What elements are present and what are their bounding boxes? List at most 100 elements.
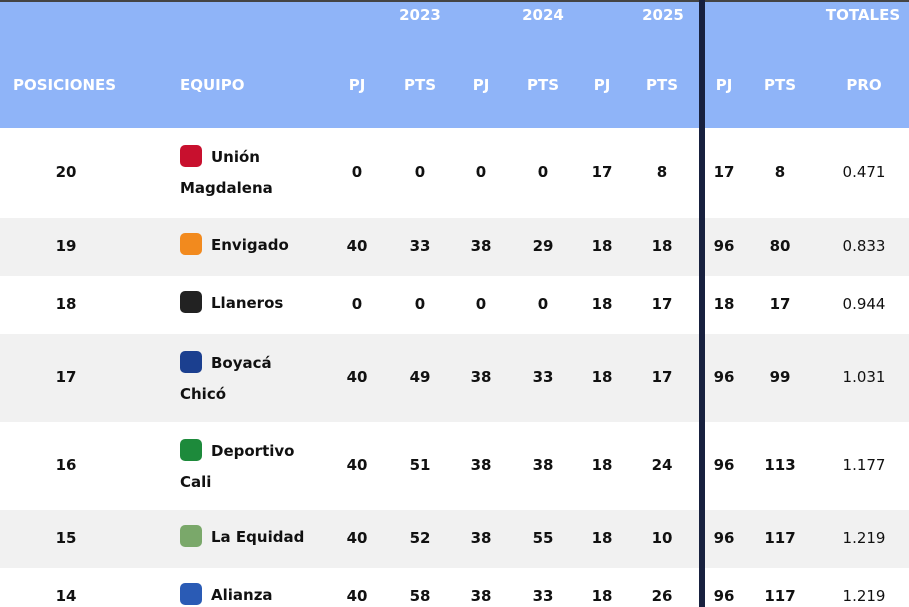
top-border [0,0,909,2]
stat-value: 0.471 [842,163,886,181]
stat-value: 17 [769,295,791,313]
stat-value: 96 [713,456,735,474]
stat-value: 17 [591,163,613,181]
stat-value: 24 [651,456,673,474]
year-label: 2024 [522,6,564,24]
column-header: PJ [472,76,490,94]
stat-value: 18 [591,587,613,605]
stat-value: 58 [409,587,431,605]
team-cell: La Equidad [180,522,312,553]
stat-value: 18 [713,295,735,313]
team-cell: Boyacá Chicó [180,348,312,410]
stat-value: 55 [532,529,554,547]
stat-value: 38 [470,529,492,547]
column-header: PJ [715,76,733,94]
stat-value: 18 [591,456,613,474]
row-bg [0,334,909,422]
team-cell: Envigado [180,230,312,261]
stat-value: 18 [591,529,613,547]
stat-value: 38 [470,587,492,605]
stat-value: 8 [774,163,786,181]
stat-value: 10 [651,529,673,547]
stat-value: 113 [764,456,796,474]
year-label: 2025 [642,6,684,24]
row-bg [0,276,909,334]
row-bg [0,510,909,568]
stat-value: 80 [769,237,791,255]
stat-value: 18 [591,295,613,313]
stat-value: 0.833 [842,237,886,255]
stat-value: 117 [764,529,796,547]
team-name: La Equidad [211,528,305,546]
stat-value: 38 [532,456,554,474]
stat-value: 99 [769,368,791,386]
stat-value: 8 [656,163,668,181]
row-bg [0,568,909,607]
column-header: PTS [763,76,797,94]
stat-value: 0 [475,163,487,181]
stat-value: 17 [651,295,673,313]
stat-value: 18 [591,368,613,386]
column-header: PTS [645,76,679,94]
stat-value: 38 [470,237,492,255]
column-header: PTS [403,76,437,94]
position: 17 [55,368,77,386]
team-cell: Alianza [180,580,312,607]
stat-value: 0 [414,295,426,313]
team-logo [180,525,202,547]
position: 14 [55,587,77,605]
stat-value: 26 [651,587,673,605]
stat-value: 18 [591,237,613,255]
year-label: 2023 [399,6,441,24]
stat-value: 38 [470,368,492,386]
stat-value: 0 [414,163,426,181]
team-name: Unión Magdalena [180,148,273,197]
team-cell: Unión Magdalena [180,142,312,204]
stat-value: 33 [409,237,431,255]
position: 19 [55,237,77,255]
position: 18 [55,295,77,313]
stat-value: 40 [346,529,368,547]
stat-value: 40 [346,237,368,255]
stat-value: 0 [351,295,363,313]
team-logo [180,145,202,167]
team-cell: Deportivo Cali [180,436,312,498]
team-name: Envigado [211,236,289,254]
column-header: PJ [348,76,366,94]
column-header: PJ [593,76,611,94]
stat-value: 17 [651,368,673,386]
position: 16 [55,456,77,474]
team-logo [180,291,202,313]
header-bg [0,0,909,128]
row-bg [0,422,909,510]
stat-value: 17 [713,163,735,181]
column-header: PRO [846,76,882,94]
stat-value: 117 [764,587,796,605]
stat-value: 33 [532,587,554,605]
row-bg [0,218,909,276]
stat-value: 1.219 [842,587,886,605]
team-logo [180,583,202,605]
stat-value: 0 [475,295,487,313]
stat-value: 1.177 [842,456,886,474]
position: 20 [55,163,77,181]
team-name: Llaneros [211,294,284,312]
stat-value: 1.219 [842,529,886,547]
position: 15 [55,529,77,547]
stat-value: 96 [713,587,735,605]
column-header: PTS [526,76,560,94]
team-name: Boyacá Chicó [180,354,272,403]
stat-value: 0.944 [842,295,886,313]
stat-value: 51 [409,456,431,474]
team-cell: Llaneros [180,288,312,319]
stat-value: 96 [713,368,735,386]
year-label: TOTALES [825,6,901,24]
stat-value: 0 [537,163,549,181]
stat-value: 96 [713,237,735,255]
stat-value: 40 [346,456,368,474]
stat-value: 40 [346,368,368,386]
row-bg [0,128,909,218]
stat-value: 0 [537,295,549,313]
team-name: Deportivo Cali [180,442,295,491]
